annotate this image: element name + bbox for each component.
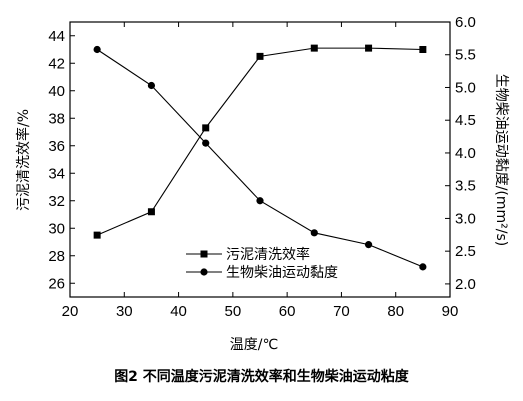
x-tick-label: 90 xyxy=(442,303,459,320)
data-point-circle xyxy=(310,229,318,237)
x-tick-label: 30 xyxy=(116,303,133,320)
y-left-tick-label: 38 xyxy=(48,110,65,127)
data-point-circle xyxy=(364,241,373,249)
x-tick-label: 70 xyxy=(333,303,350,320)
y-left-tick-label: 34 xyxy=(48,165,65,182)
data-point-square xyxy=(310,44,318,52)
x-tick-label: 60 xyxy=(279,303,296,320)
series-line-2 xyxy=(96,49,424,268)
y-left-tick-label: 28 xyxy=(48,248,65,265)
data-point-square xyxy=(93,231,101,239)
data-point-square xyxy=(419,46,427,53)
y-right-tick-label: 4.5 xyxy=(455,112,476,129)
axes-group xyxy=(69,21,451,298)
y-right-tick-label: 3.5 xyxy=(455,178,476,195)
data-point-square xyxy=(256,52,264,60)
x-tick-label: 80 xyxy=(387,303,404,320)
legend-marker-square xyxy=(200,250,208,258)
y-left-tick-label: 30 xyxy=(48,220,65,237)
y-left-tick-label: 26 xyxy=(48,275,65,292)
data-point-square xyxy=(147,208,155,216)
data-point-circle xyxy=(202,139,210,147)
x-tick-label: 20 xyxy=(62,303,79,320)
legend-label-1: 污泥清洗效率 xyxy=(226,246,310,263)
y-left-tick-label: 44 xyxy=(48,28,65,45)
legend-label-2: 生物柴油运动黏度 xyxy=(226,265,338,281)
data-point-square xyxy=(365,44,373,52)
data-point-circle xyxy=(147,81,156,90)
y-right-tick-label: 5.5 xyxy=(455,47,476,64)
data-point-circle xyxy=(93,45,101,54)
y-right-tick-label: 4.0 xyxy=(455,145,476,162)
y-right-tick-label: 6.0 xyxy=(455,14,476,31)
y-axis-left-title: 污泥清洗效率/% xyxy=(15,109,32,211)
x-axis-title: 温度/℃ xyxy=(230,337,278,353)
series-line-1 xyxy=(96,47,423,236)
legend-marker-circle xyxy=(200,268,208,276)
x-tick-label: 50 xyxy=(225,303,242,320)
y-right-tick-label: 2.5 xyxy=(455,243,476,260)
data-point-circle xyxy=(419,263,427,271)
y-left-tick-label: 40 xyxy=(48,83,65,100)
data-point-circle xyxy=(256,197,264,205)
figure-caption: 图2 不同温度污泥清洗效率和生物柴油运动粘度 xyxy=(114,369,409,385)
y-left-tick-label: 32 xyxy=(48,193,65,210)
y-left-tick-label: 42 xyxy=(48,55,65,72)
y-axis-right-title: 生物柴油运动黏度/(mm²/s) xyxy=(493,74,509,247)
ticks-group: 20 30 40 50 60 70 80 90 26 28 30 32 34 36 38 40 42 44 2.0 2… xyxy=(48,14,476,320)
x-tick-label: 40 xyxy=(170,303,187,320)
y-right-tick-label: 3.0 xyxy=(455,210,476,227)
dual-axis-line-chart: 20 30 40 50 60 70 80 90 26 28 30 32 34 36 38 40 42 44 2.0 2… xyxy=(15,14,509,353)
y-right-tick-label: 2.0 xyxy=(455,276,476,293)
data-point-square xyxy=(202,124,210,132)
series-group xyxy=(93,44,427,271)
y-right-tick-label: 5.0 xyxy=(455,79,476,96)
y-left-tick-label: 36 xyxy=(48,138,65,155)
plot-frame xyxy=(69,21,451,298)
